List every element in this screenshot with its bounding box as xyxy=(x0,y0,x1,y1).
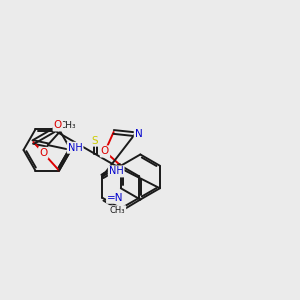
Text: O: O xyxy=(39,148,47,158)
Text: NH: NH xyxy=(109,167,124,176)
Text: =N: =N xyxy=(107,193,124,203)
Text: N: N xyxy=(135,129,142,139)
Text: O: O xyxy=(54,120,62,130)
Text: CH₃: CH₃ xyxy=(110,206,125,215)
Text: CH₃: CH₃ xyxy=(59,121,76,130)
Text: NH: NH xyxy=(68,143,82,153)
Text: O: O xyxy=(101,146,109,157)
Text: S: S xyxy=(92,136,98,146)
